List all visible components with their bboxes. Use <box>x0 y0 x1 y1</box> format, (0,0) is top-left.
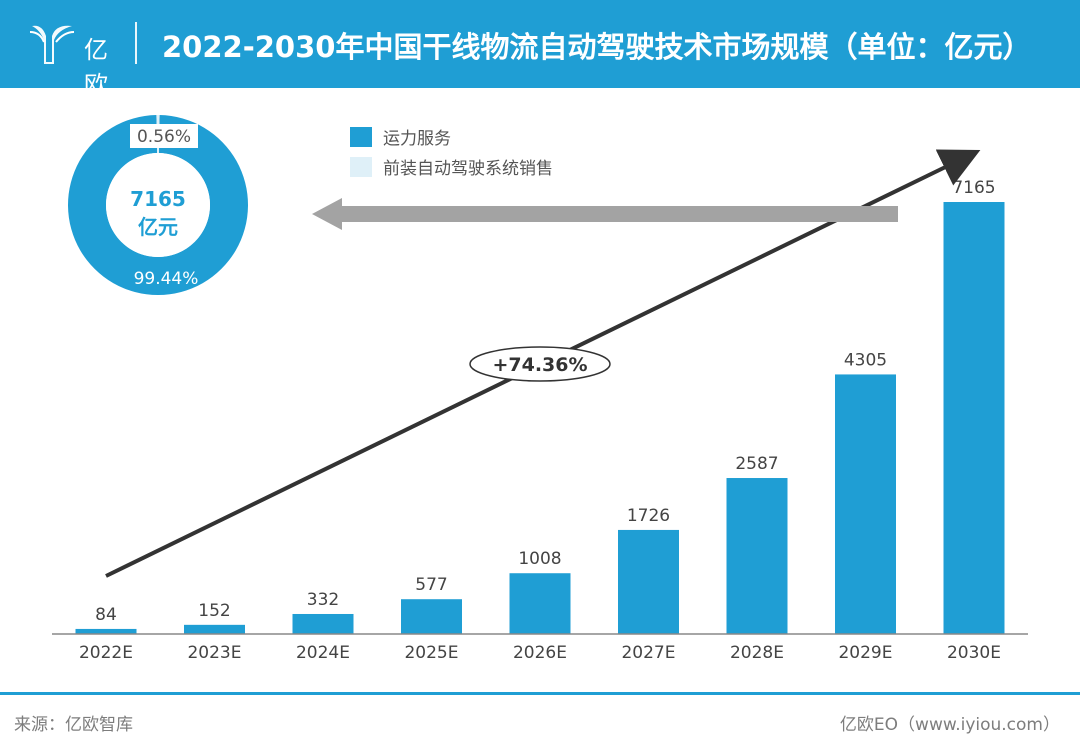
x-tick-label: 2023E <box>187 643 241 663</box>
bar-value-label: 1008 <box>518 549 561 569</box>
gray-pointer-arrow <box>312 198 898 230</box>
x-tick-label: 2025E <box>404 643 458 663</box>
bar-value-label: 1726 <box>627 506 670 526</box>
source-note: 来源：亿欧智库 <box>14 715 133 735</box>
legend: 运力服务 前装自动驾驶系统销售 <box>350 127 553 179</box>
bars: 84 2022E 152 2023E 332 2024E 577 2025E 1008 2026E… <box>75 178 1005 663</box>
bar-value-label: 4305 <box>844 350 887 370</box>
donut-center-unit: 亿元 <box>138 215 178 239</box>
x-tick-label: 2022E <box>79 643 133 663</box>
donut-chart <box>68 115 248 296</box>
x-tick-label: 2027E <box>621 643 675 663</box>
bar-2026E <box>509 573 571 634</box>
growth-annotation-label: +74.36% <box>492 354 587 376</box>
donut-hole <box>106 153 210 257</box>
donut-slice-label-small: 0.56% <box>137 127 191 147</box>
bar-value-label: 7165 <box>952 178 995 198</box>
donut-small-label-bg <box>130 124 198 148</box>
credit-link[interactable]: 亿欧EO（www.iyiou.com） <box>839 715 1060 735</box>
donut-center-value: 7165 <box>130 187 186 211</box>
bar-value-label: 2587 <box>735 454 778 474</box>
bar-value-label: 577 <box>415 575 447 595</box>
header-divider <box>135 22 137 64</box>
header-bar: 亿欧 2022-2030年中国干线物流自动驾驶技术市场规模（单位：亿元） <box>0 0 1080 99</box>
x-tick-label: 2028E <box>730 643 784 663</box>
bar-value-label: 332 <box>307 590 339 610</box>
bar-2023E <box>184 624 245 634</box>
legend-label-presale: 前装自动驾驶系统销售 <box>383 159 553 179</box>
x-tick-label: 2030E <box>947 643 1001 663</box>
bar-value-label: 84 <box>95 605 117 625</box>
x-tick-label: 2024E <box>296 643 350 663</box>
logo-icon <box>29 25 75 64</box>
footer-divider <box>0 692 1080 695</box>
bar-2022E <box>75 628 137 634</box>
bar-2025E <box>401 599 462 634</box>
bar-2027E <box>618 529 679 634</box>
x-tick-label: 2029E <box>838 643 892 663</box>
chart-area: 7165 亿元 0.56% 99.44% 运力服务 前装自动驾驶系统销售 84 2… <box>52 115 1028 663</box>
legend-label-transport: 运力服务 <box>383 129 451 149</box>
donut-slice-label-large: 99.44% <box>134 269 199 289</box>
bar-2024E <box>292 613 354 634</box>
logo-text: 亿欧 <box>84 36 109 99</box>
bar-2029E <box>835 374 896 634</box>
bar-2028E <box>726 478 788 634</box>
bar-2030E <box>943 202 1005 634</box>
donut-slice-0 <box>68 115 248 296</box>
x-tick-label: 2026E <box>513 643 567 663</box>
bar-value-label: 152 <box>198 601 230 621</box>
legend-swatch-transport <box>350 127 372 147</box>
growth-annotation-ellipse <box>469 346 611 382</box>
legend-swatch-presale <box>350 157 372 177</box>
page-title: 2022-2030年中国干线物流自动驾驶技术市场规模（单位：亿元） <box>162 30 1032 64</box>
yiou-logo: 亿欧 <box>28 22 128 99</box>
